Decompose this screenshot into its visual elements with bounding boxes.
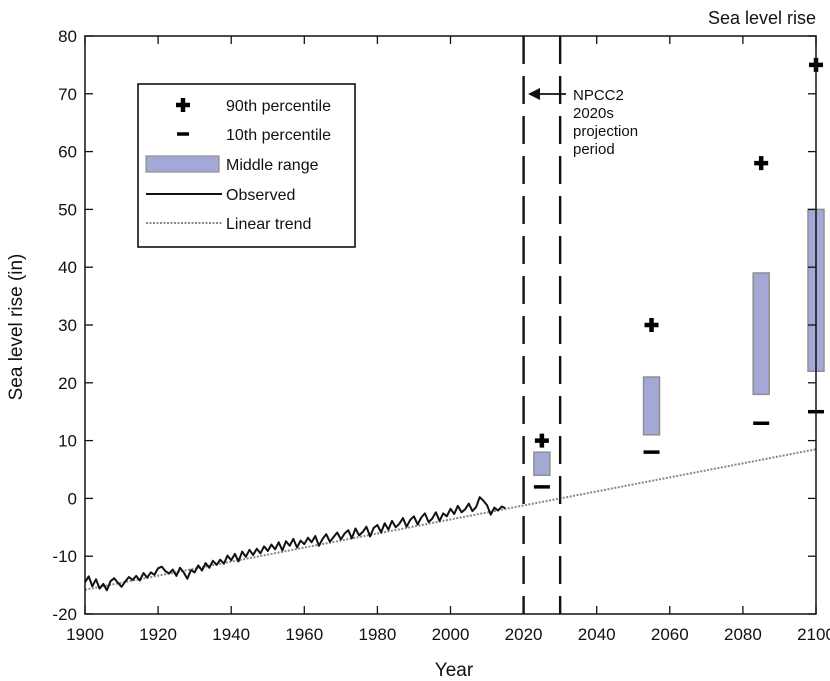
y-tick-label: 40 <box>58 258 77 277</box>
y-tick-label: 80 <box>58 27 77 46</box>
y-tick-label: 50 <box>58 200 77 219</box>
p90-marker <box>534 433 549 448</box>
legend-label-trend: Linear trend <box>226 216 311 233</box>
x-axis-title: Year <box>435 660 474 681</box>
chart-title: Sea level rise <box>708 8 816 28</box>
legend-label-observed: Observed <box>226 187 295 204</box>
x-tick-label: 2020 <box>505 625 543 644</box>
legend-label-middle: Middle range <box>226 157 319 174</box>
x-tick-label: 1900 <box>66 625 104 644</box>
linear-trend-line <box>84 448 817 591</box>
observed-layer <box>84 496 506 592</box>
y-tick-label: 60 <box>58 143 77 162</box>
middle-range-layer <box>533 208 825 477</box>
y-tick-label: -10 <box>52 547 77 566</box>
x-tick-label: 2080 <box>724 625 762 644</box>
annotation-line: period <box>573 141 615 158</box>
middle-range-bar <box>752 272 770 396</box>
legend-middle-symbol <box>145 155 220 173</box>
projection-period-layer <box>522 36 562 614</box>
annotation-line: 2020s <box>573 105 614 122</box>
y-tick-label: -20 <box>52 605 77 624</box>
x-tick-label: 1980 <box>358 625 396 644</box>
x-tick-label: 2040 <box>578 625 616 644</box>
y-tick-label: 0 <box>68 489 77 508</box>
x-tick-label: 2000 <box>432 625 470 644</box>
observed-line <box>84 496 506 592</box>
y-tick-label: 20 <box>58 374 77 393</box>
y-tick-label: 70 <box>58 85 77 104</box>
y-tick-label: 10 <box>58 432 77 451</box>
annotation-arrow-head <box>528 88 540 100</box>
y-tick-label: 30 <box>58 316 77 335</box>
middle-range-bar <box>642 376 661 436</box>
p90-marker <box>644 318 659 332</box>
y-axis-title: Sea level rise (in) <box>6 254 27 401</box>
legend-p90-symbol <box>176 98 190 112</box>
x-tick-label: 1960 <box>285 625 323 644</box>
linear-trend-layer <box>84 448 817 591</box>
legend: 90th percentile 10th percentile Middle ran… <box>137 83 356 248</box>
p90-marker <box>754 156 769 171</box>
x-tick-label: 1940 <box>212 625 250 644</box>
legend-label-p10: 10th percentile <box>226 127 331 144</box>
legend-label-p90: 90th percentile <box>226 98 331 115</box>
x-tick-label: 1920 <box>139 625 177 644</box>
annotation-line: projection <box>573 123 638 140</box>
x-tick-label: 2100 <box>797 625 830 644</box>
x-tick-label: 2060 <box>651 625 689 644</box>
annotation-line: NPCC2 <box>573 87 624 104</box>
middle-range-bar <box>533 451 551 477</box>
tick-layer: 1900 1920 1940 1960 1980 2000 2020 2040 2060 2080… <box>52 27 830 644</box>
